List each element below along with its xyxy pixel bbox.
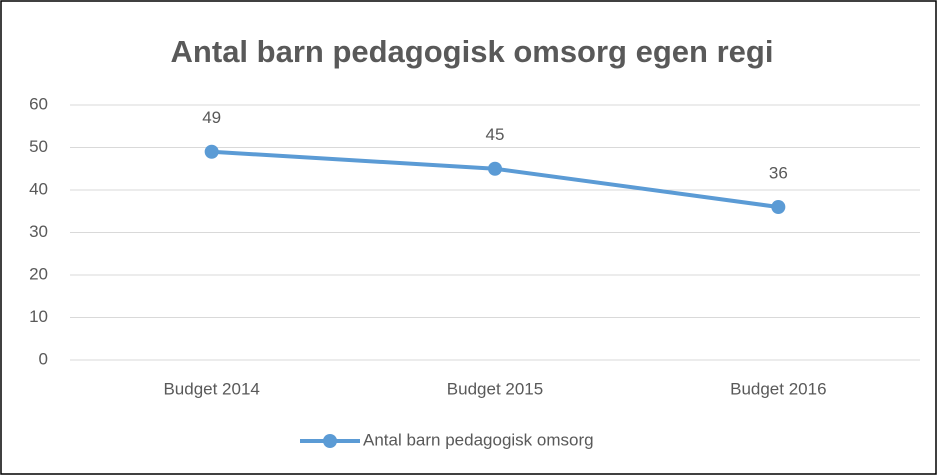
y-tick-label: 40 [29,179,48,198]
legend-label: Antal barn pedagogisk omsorg [363,430,594,449]
y-tick-label: 50 [29,137,48,156]
x-tick-label: Budget 2015 [447,379,543,398]
y-tick-label: 60 [29,94,48,113]
data-label: 36 [769,163,788,182]
chart-title: Antal barn pedagogisk omsorg egen regi [171,34,774,69]
data-label: 49 [202,108,221,127]
x-tick-label: Budget 2014 [163,379,259,398]
y-tick-label: 10 [29,307,48,326]
legend-marker [323,434,337,448]
marker [771,200,786,214]
marker [488,161,502,176]
y-tick-label: 20 [29,264,48,283]
y-tick-label: 30 [29,222,48,241]
data-label: 45 [486,125,505,144]
y-tick-label: 0 [39,349,48,368]
x-tick-label: Budget 2016 [730,379,826,398]
marker [204,144,219,159]
